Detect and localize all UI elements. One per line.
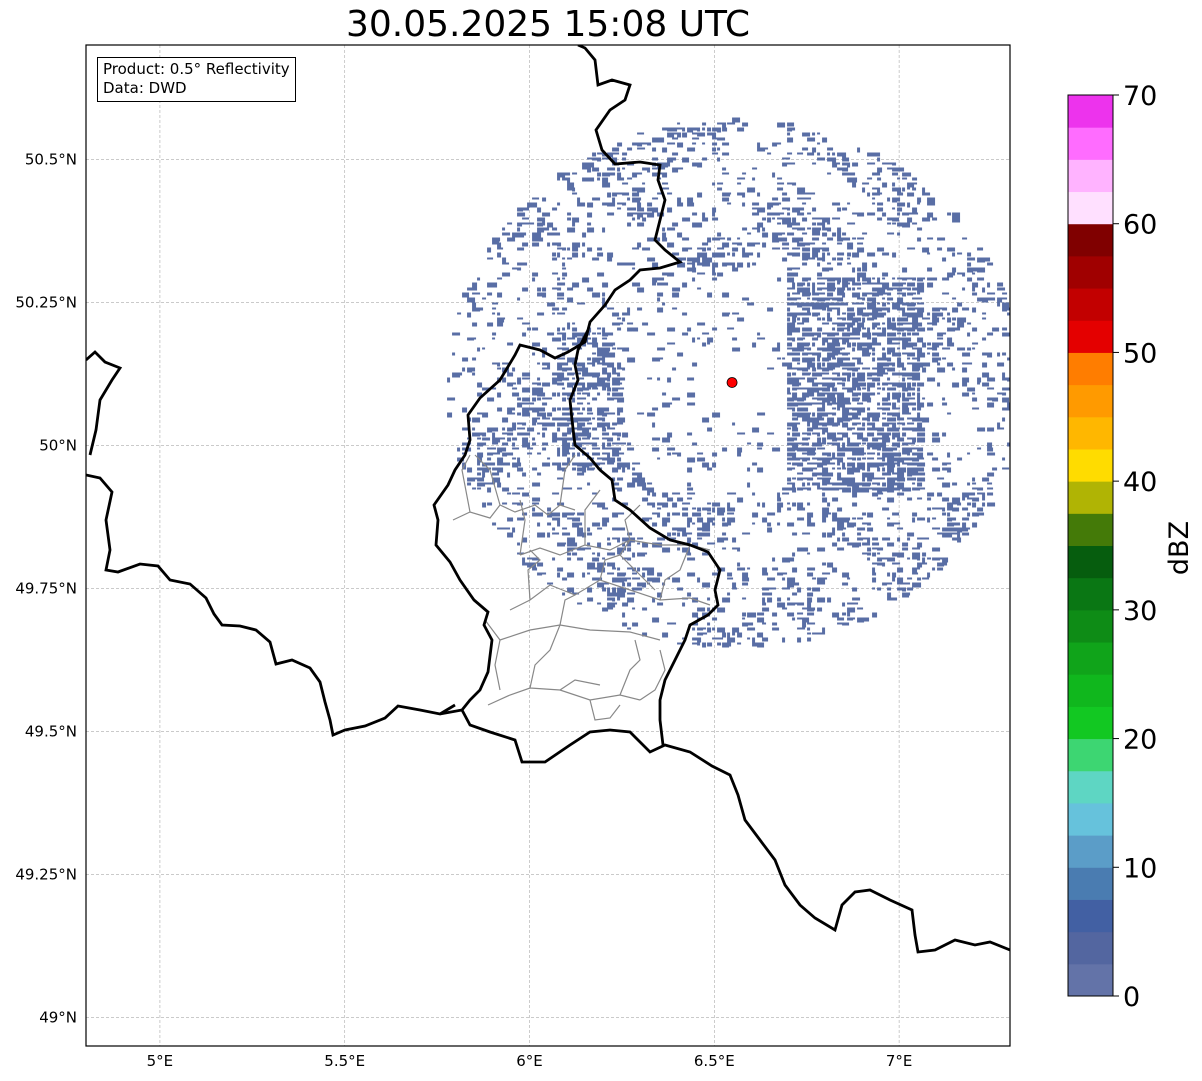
- country-border-west: [86, 45, 1010, 954]
- radar-site-dot: [726, 377, 738, 388]
- lon-tick-label: 6°E: [516, 1052, 543, 1070]
- lat-tick-label: 50.25°N: [15, 293, 77, 311]
- data-source-label: Data: DWD: [103, 79, 187, 97]
- reflectivity-echoes: [447, 117, 1010, 648]
- lat-tick-label: 50°N: [39, 436, 77, 454]
- map-title: 30.05.2025 15:08 UTC: [345, 4, 751, 45]
- lat-tick-label: 49.75°N: [15, 579, 77, 597]
- lat-tick-label: 49°N: [39, 1008, 77, 1026]
- map-background: [86, 45, 1010, 1046]
- lat-tick-label: 50.5°N: [25, 150, 77, 168]
- plot-frame: [85, 44, 1011, 1047]
- lon-tick-label: 5.5°E: [324, 1052, 365, 1070]
- axis-tick-labels: 5°E 5.5°E 6°E 6.5°E 7°E 49°N 49.25°N 49.5°N 49.7…: [15, 150, 912, 1070]
- lon-tick-label: 6.5°E: [694, 1052, 735, 1070]
- product-label: Product: 0.5° Reflectivity: [103, 60, 290, 78]
- district-boundaries: [452, 454, 711, 721]
- radar-site-marker: [726, 377, 738, 388]
- country-border-east: [439, 329, 722, 746]
- product-info-box: Product: 0.5° Reflectivity Data: DWD: [97, 57, 296, 102]
- lat-tick-label: 49.25°N: [15, 865, 77, 883]
- radar-echoes: [447, 117, 1010, 648]
- map-borders: [86, 45, 1010, 954]
- lat-tick-label: 49.5°N: [25, 722, 77, 740]
- lon-tick-label: 5°E: [147, 1052, 174, 1070]
- lon-tick-label: 7°E: [886, 1052, 913, 1070]
